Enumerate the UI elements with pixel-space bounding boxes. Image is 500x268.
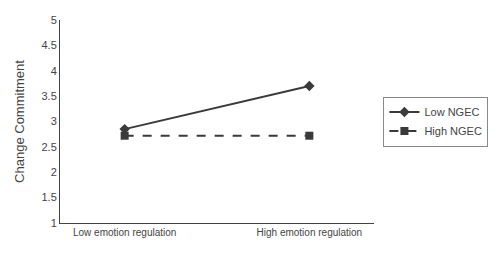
svg-text:High NGEC: High NGEC bbox=[424, 125, 482, 137]
svg-text:Low emotion regulation: Low emotion regulation bbox=[73, 227, 176, 238]
svg-text:4: 4 bbox=[51, 65, 57, 77]
svg-text:2.5: 2.5 bbox=[42, 141, 57, 153]
svg-text:High emotion regulation: High emotion regulation bbox=[257, 227, 363, 238]
svg-text:5: 5 bbox=[51, 14, 57, 26]
svg-text:3: 3 bbox=[51, 115, 57, 127]
svg-text:4.5: 4.5 bbox=[42, 39, 57, 51]
svg-text:2: 2 bbox=[51, 166, 57, 178]
svg-text:1.5: 1.5 bbox=[42, 191, 57, 203]
svg-text:Low NGEC: Low NGEC bbox=[424, 106, 479, 118]
svg-text:1: 1 bbox=[51, 217, 57, 229]
svg-text:3.5: 3.5 bbox=[42, 90, 57, 102]
svg-text:Change Commitment: Change Commitment bbox=[12, 60, 27, 183]
